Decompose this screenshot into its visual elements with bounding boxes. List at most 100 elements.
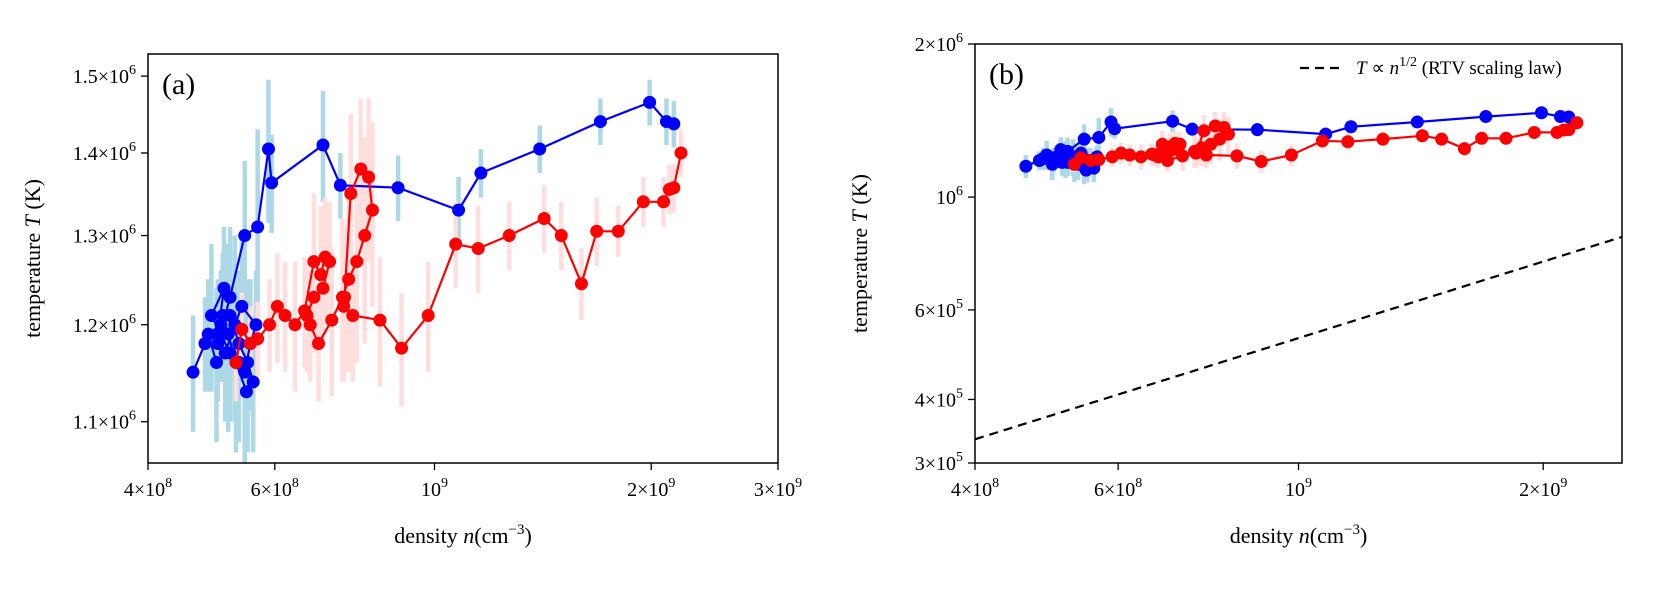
tick-exponent: 6 bbox=[129, 312, 136, 327]
data-point bbox=[354, 162, 368, 176]
tick-mantissa: 6×10 bbox=[1094, 479, 1135, 501]
tick-exponent: 9 bbox=[668, 476, 675, 491]
legend-var: T bbox=[1356, 58, 1368, 79]
data-point bbox=[593, 115, 607, 129]
data-point bbox=[358, 229, 372, 243]
x-axis-label: density n(cm−3) bbox=[394, 522, 532, 548]
tick-exponent: 9 bbox=[795, 476, 802, 491]
tick-exponent: 5 bbox=[956, 386, 963, 401]
data-point bbox=[1570, 116, 1584, 130]
data-point bbox=[346, 309, 360, 323]
tick-mantissa: 2×10 bbox=[1519, 479, 1560, 501]
data-point bbox=[1077, 132, 1091, 146]
tick-exponent: 5 bbox=[956, 450, 963, 465]
x-label-var: n bbox=[1299, 523, 1310, 548]
x-tick-label: 3×109 bbox=[754, 476, 802, 501]
data-point bbox=[278, 309, 292, 323]
data-point bbox=[365, 203, 379, 217]
data-point bbox=[452, 203, 466, 217]
axes-frame bbox=[147, 53, 779, 464]
data-point bbox=[636, 195, 650, 209]
y-axis-label: temperature T (K) bbox=[847, 174, 872, 333]
y-label-var: T bbox=[20, 213, 45, 227]
tick-mantissa: 4×10 bbox=[124, 479, 165, 501]
data-point bbox=[1344, 120, 1358, 134]
data-point bbox=[211, 336, 225, 350]
rtv-reference-line bbox=[975, 235, 1622, 441]
tick-mantissa: 1.1×10 bbox=[73, 412, 129, 434]
legend-proportional: ∝ bbox=[1367, 58, 1390, 79]
tick-exponent: 8 bbox=[992, 476, 999, 491]
data-point bbox=[337, 299, 351, 313]
legend-label: T ∝ n1/2 (RTV scaling law) bbox=[1356, 55, 1562, 79]
x-label-text: density bbox=[394, 523, 463, 548]
tick-mantissa: 10 bbox=[936, 187, 956, 209]
tick-exponent: 6 bbox=[129, 63, 136, 78]
y-tick-label: 1.3×106 bbox=[73, 223, 136, 248]
y-tick-label: 6×105 bbox=[915, 297, 963, 322]
legend: T ∝ n1/2 (RTV scaling law) bbox=[1300, 55, 1562, 79]
data-point bbox=[249, 318, 263, 332]
tick-mantissa: 1.3×10 bbox=[73, 226, 129, 248]
data-point bbox=[246, 375, 260, 389]
data-point bbox=[1410, 115, 1424, 129]
x-label-unit-close: ) bbox=[524, 523, 531, 548]
data-point bbox=[1527, 125, 1541, 139]
data-point bbox=[1166, 143, 1180, 157]
x-tick-label: 6×108 bbox=[1094, 476, 1142, 501]
tick-exponent: 6 bbox=[956, 31, 963, 46]
data-point bbox=[1092, 153, 1106, 167]
data-point bbox=[421, 309, 435, 323]
data-point bbox=[204, 309, 218, 323]
data-point bbox=[303, 318, 317, 332]
tick-exponent: 9 bbox=[441, 476, 448, 491]
tick-exponent: 8 bbox=[1135, 476, 1142, 491]
data-point bbox=[611, 224, 625, 238]
data-point bbox=[201, 327, 215, 341]
y-tick-label: 3×105 bbox=[915, 450, 963, 475]
data-point bbox=[263, 318, 277, 332]
data-point bbox=[533, 142, 547, 156]
x-tick-label: 6×108 bbox=[251, 476, 299, 501]
data-point bbox=[325, 313, 339, 327]
data-point bbox=[288, 318, 302, 332]
markers-series-2 bbox=[229, 146, 688, 370]
chart-panel-b: 4×108 6×108 109 2×1093×1054×1056×1051062×10… bbox=[847, 31, 1623, 548]
x-label-unit: (cm bbox=[1310, 523, 1344, 548]
x-tick-label: 4×108 bbox=[124, 476, 172, 501]
data-point bbox=[1315, 134, 1329, 148]
tick-mantissa: 6×10 bbox=[915, 300, 956, 322]
data-point bbox=[1534, 106, 1548, 120]
data-point bbox=[1185, 122, 1199, 136]
data-point bbox=[333, 178, 347, 192]
tick-mantissa: 4×10 bbox=[951, 479, 992, 501]
data-point bbox=[1019, 159, 1033, 173]
data-point bbox=[574, 277, 588, 291]
y-label-text: temperature bbox=[847, 222, 872, 333]
data-point bbox=[362, 170, 376, 184]
data-point bbox=[314, 268, 328, 282]
x-label-var: n bbox=[463, 523, 474, 548]
data-point bbox=[1499, 131, 1513, 145]
legend-exp: 1/2 bbox=[1399, 55, 1417, 70]
data-point bbox=[1108, 122, 1122, 136]
data-point bbox=[1457, 142, 1471, 156]
tick-exponent: 5 bbox=[956, 297, 963, 312]
data-point bbox=[474, 166, 488, 180]
data-point bbox=[554, 229, 568, 243]
data-point bbox=[373, 313, 387, 327]
y-label-unit: (K) bbox=[847, 174, 872, 210]
data-point bbox=[502, 229, 516, 243]
tick-mantissa: 3×10 bbox=[754, 479, 795, 501]
data-point bbox=[1123, 148, 1137, 162]
chart-panel-a: 4×108 6×108 109 2×109 3×1091.1×1061.2×1061.3… bbox=[20, 53, 802, 548]
plot-area bbox=[186, 79, 688, 463]
panel-label: (a) bbox=[162, 68, 195, 101]
tick-exponent: 8 bbox=[165, 476, 172, 491]
data-point bbox=[311, 336, 325, 350]
data-point bbox=[391, 181, 405, 195]
data-point bbox=[471, 241, 485, 255]
data-point bbox=[251, 332, 265, 346]
legend-rest: (RTV scaling law) bbox=[1417, 58, 1562, 79]
